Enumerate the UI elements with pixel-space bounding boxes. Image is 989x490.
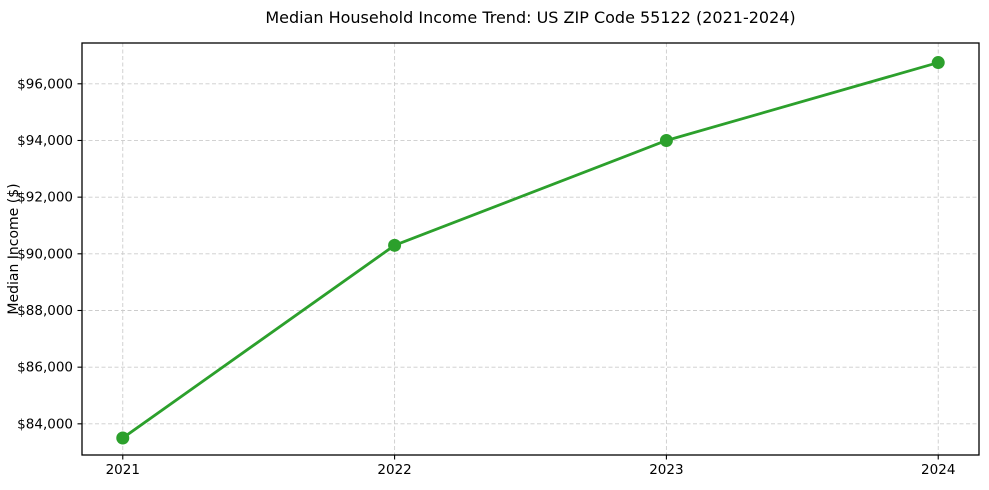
y-tick-label: $86,000	[17, 360, 73, 376]
x-tick-label: 2024	[921, 462, 955, 478]
data-point-2021	[116, 431, 130, 445]
x-tick-label: 2021	[106, 462, 140, 478]
data-point-2023	[659, 133, 673, 147]
x-tick-label: 2022	[377, 462, 411, 478]
y-tick-label: $92,000	[17, 190, 73, 206]
data-point-2024	[931, 56, 945, 70]
chart-title: Median Household Income Trend: US ZIP Co…	[265, 8, 796, 27]
y-tick-label: $84,000	[17, 416, 73, 432]
y-tick-label: $88,000	[17, 303, 73, 319]
y-tick-label: $90,000	[17, 246, 73, 262]
plot-border	[81, 42, 980, 456]
data-point-2022	[388, 238, 402, 252]
y-tick-label: $94,000	[17, 133, 73, 149]
y-tick-label: $96,000	[17, 76, 73, 92]
income-trend-line	[121, 61, 940, 440]
x-tick-label: 2023	[649, 462, 683, 478]
